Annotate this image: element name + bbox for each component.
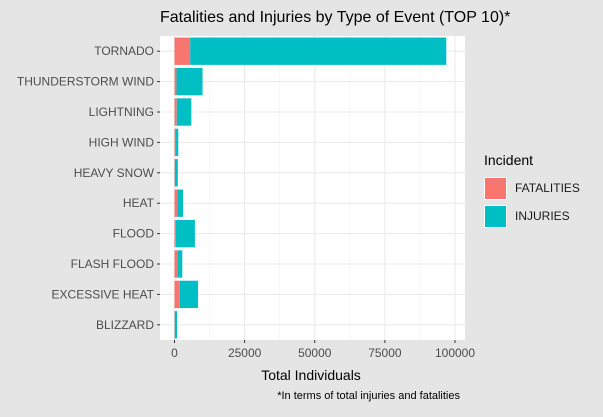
x-tick-label-0: 0 [171, 346, 178, 360]
legend-swatch-injuries [484, 204, 507, 228]
bar-tornado-fatalities [174, 37, 191, 65]
bar-flash-flood-injuries [177, 250, 183, 278]
chart-caption: *In terms of total injuries and fataliti… [277, 390, 460, 402]
bar-group [174, 37, 447, 339]
bar-thunderstorm-wind-fatalities [174, 67, 177, 96]
bar-lightning-fatalities [174, 98, 177, 126]
bar-flash-flood-fatalities [174, 250, 178, 278]
bar-heavy-snow-injuries [174, 159, 178, 187]
bar-heavy-snow-fatalities [174, 159, 175, 187]
legend-label-fatalities: FATALITIES [515, 181, 580, 195]
x-tick-label-75000: 75000 [368, 346, 402, 360]
y-tick-label-lightning: LIGHTNING [89, 105, 154, 119]
x-tick-label-25000: 25000 [228, 346, 262, 360]
legend: Incident FATALITIES INJURIES [484, 152, 580, 230]
legend-item-injuries: INJURIES [484, 202, 580, 230]
bar-heat-injuries [177, 189, 184, 217]
y-tick-label-flood: FLOOD [113, 227, 155, 241]
bar-lightning-injuries [176, 98, 192, 126]
bar-excessive-heat-fatalities [174, 280, 180, 309]
legend-label-injuries: INJURIES [515, 209, 570, 223]
x-axis-title: Total Individuals [261, 367, 361, 383]
legend-swatch-fatalities [484, 176, 507, 200]
bar-excessive-heat-injuries [179, 280, 199, 309]
legend-item-fatalities: FATALITIES [484, 174, 580, 202]
y-tick-label-flash-flood: FLASH FLOOD [71, 257, 155, 271]
y-tick-label-blizzard: BLIZZARD [96, 318, 154, 332]
bar-blizzard-fatalities [174, 311, 175, 339]
x-tick-label-100000: 100000 [435, 346, 475, 360]
y-axis-ticks: TORNADO THUNDERSTORM WIND LIGHTNING HIGH WI… [17, 44, 160, 332]
bar-flood-injuries [175, 219, 195, 248]
bar-blizzard-injuries [174, 311, 178, 339]
bar-heat-fatalities [174, 189, 178, 217]
bar-high-wind-injuries [175, 128, 179, 157]
y-tick-label-high-wind: HIGH WIND [89, 135, 155, 149]
x-tick-label-50000: 50000 [298, 346, 332, 360]
y-tick-label-tornado: TORNADO [94, 44, 154, 58]
x-axis-ticks: 0 25000 50000 75000 100000 [171, 340, 475, 360]
y-tick-label-thunderstorm-wind: THUNDERSTORM WIND [17, 75, 154, 89]
y-tick-label-heavy-snow: HEAVY SNOW [74, 166, 155, 180]
bar-thunderstorm-wind-injuries [176, 67, 203, 96]
bar-flood-fatalities [174, 219, 176, 248]
y-tick-label-excessive-heat: EXCESSIVE HEAT [52, 287, 155, 301]
bar-high-wind-fatalities [174, 128, 176, 157]
legend-title: Incident [484, 152, 534, 168]
chart-title: Fatalities and Injuries by Type of Event… [160, 9, 510, 26]
y-tick-label-heat: HEAT [123, 196, 155, 210]
plot-panel [160, 36, 465, 340]
bar-tornado-injuries [190, 37, 447, 65]
